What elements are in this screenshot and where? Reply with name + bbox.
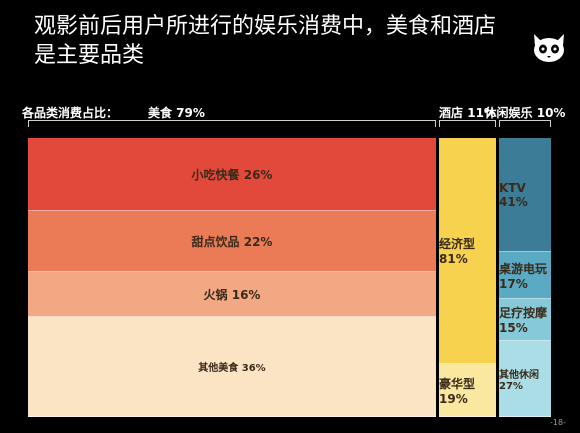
segment-2-2: 足疗按摩 15% bbox=[499, 299, 551, 341]
segment-2-0: KTV 41% bbox=[499, 138, 551, 252]
cat-logo-icon bbox=[534, 34, 564, 62]
segment-label: 豪华型 19% bbox=[439, 376, 476, 406]
page-title: 观影前后用户所进行的娱乐消费中，美食和酒店是主要品类 bbox=[34, 14, 497, 68]
group-bracket-1 bbox=[439, 120, 496, 127]
segment-1-1: 豪华型 19% bbox=[439, 364, 496, 417]
segment-label: 甜点饮品 22% bbox=[191, 234, 273, 249]
group-header-1: 酒店 11% bbox=[439, 106, 496, 120]
group-column-1: 经济型 81% 豪华型 19% bbox=[439, 138, 496, 417]
segment-2-1: 桌游电玩 17% bbox=[499, 252, 551, 299]
group-column-0: 小吃快餐 26% 甜点饮品 22% 火锅 16% 其他美食 36% bbox=[28, 138, 436, 417]
segment-label: 经济型 81% bbox=[439, 237, 476, 266]
segment-label: 其他美食 36% bbox=[198, 363, 266, 374]
page-number: -18- bbox=[550, 418, 566, 427]
segment-0-1: 甜点饮品 22% bbox=[28, 211, 436, 272]
segment-label: 小吃快餐 26% bbox=[191, 167, 273, 182]
segment-0-2: 火锅 16% bbox=[28, 272, 436, 317]
group-header-2: 休闲娱乐 10% bbox=[484, 106, 566, 120]
group-bracket-0 bbox=[28, 120, 436, 127]
segment-label: 其他休闲 27% bbox=[499, 369, 539, 392]
segment-1-0: 经济型 81% bbox=[439, 138, 496, 364]
segment-label: 足疗按摩 15% bbox=[499, 306, 548, 335]
group-column-2: KTV 41% 桌游电玩 17% 足疗按摩 15% 其他休闲 27% bbox=[499, 138, 551, 417]
segment-0-3: 其他美食 36% bbox=[28, 317, 436, 417]
category-label: 各品类消费占比： bbox=[22, 106, 119, 120]
segment-0-0: 小吃快餐 26% bbox=[28, 138, 436, 211]
group-bracket-2 bbox=[499, 120, 551, 127]
segment-2-3: 其他休闲 27% bbox=[499, 341, 551, 417]
segment-label: KTV 41% bbox=[499, 180, 528, 209]
group-header-0: 美食 79% bbox=[148, 106, 205, 120]
segment-label: 桌游电玩 17% bbox=[499, 261, 548, 291]
segment-label: 火锅 16% bbox=[203, 287, 261, 302]
